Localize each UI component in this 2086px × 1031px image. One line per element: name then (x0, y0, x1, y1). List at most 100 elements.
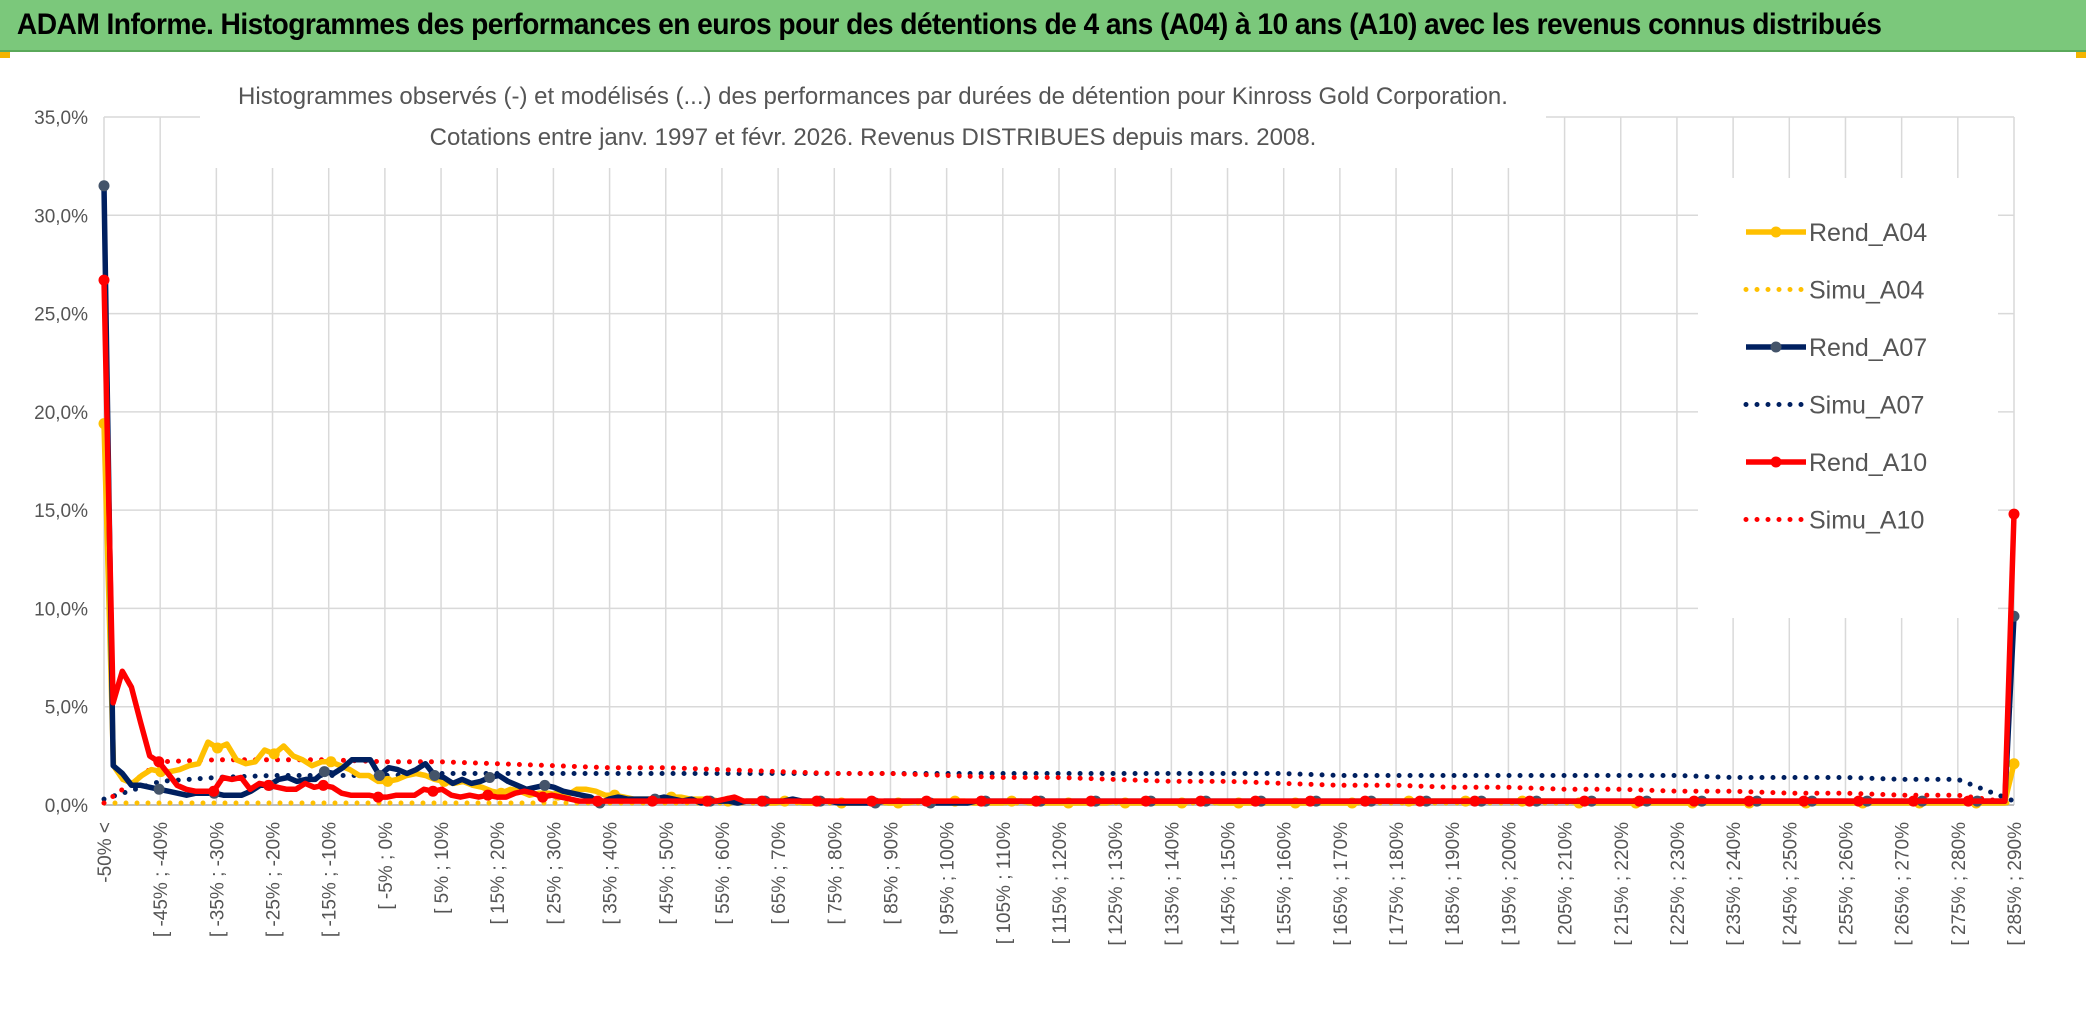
x-tick-label: [ 25% ; 30% (544, 822, 565, 925)
data-point (811, 795, 823, 807)
x-tick-label: [ 265% ; 270% (1893, 822, 1914, 946)
legend-item: Rend_A07 (1746, 334, 1927, 362)
y-tick-label: 0,0% (45, 796, 88, 817)
y-tick-label: 25,0% (34, 305, 88, 326)
data-point (1798, 795, 1810, 807)
data-point (1140, 795, 1152, 807)
chart-title: Histogrammes observés (-) et modélisés (… (238, 83, 1508, 110)
data-point (756, 795, 768, 807)
x-tick-label: [ 125% ; 130% (1106, 822, 1127, 946)
legend-label: Rend_A07 (1809, 334, 1927, 362)
x-tick-label: [ 95% ; 100% (938, 822, 959, 935)
x-axis-ticks: -50% < [ -45% ; -40% [ -35% ; -30% [ -25% ;… (95, 822, 2026, 946)
data-point (1085, 795, 1097, 807)
data-point (429, 770, 441, 782)
data-point (920, 795, 932, 807)
x-tick-label: [ 35% ; 40% (601, 822, 622, 925)
data-point (1962, 795, 1974, 807)
data-point (1688, 795, 1700, 807)
legend-label: Simu_A04 (1809, 277, 1924, 305)
x-tick-label: [ 45% ; 50% (657, 822, 678, 925)
data-point (2008, 758, 2020, 770)
data-point (153, 756, 165, 768)
data-point (1907, 795, 1919, 807)
data-point (427, 785, 439, 797)
data-point (382, 775, 394, 787)
data-point (1578, 795, 1590, 807)
corner-mark (0, 52, 10, 58)
legend-label: Simu_A10 (1809, 507, 1924, 535)
data-point (1030, 795, 1042, 807)
data-point (484, 771, 496, 783)
line-chart: 0,0% 5,0% 10,0% 15,0% 20,0% 25,0% 30,0% 35,0% -… (34, 68, 2026, 946)
report-banner: ADAM Informe. Histogrammes des performan… (0, 0, 2086, 52)
legend-marker (1770, 456, 1782, 468)
x-tick-label: [ -5% ; 0% (376, 822, 397, 910)
y-tick-label: 20,0% (34, 403, 88, 424)
series-layer (98, 180, 2020, 809)
data-point (866, 795, 878, 807)
data-point (537, 791, 549, 803)
data-point (268, 748, 280, 760)
legend-label: Rend_A10 (1809, 449, 1927, 477)
data-point (1633, 795, 1645, 807)
series-line (101, 757, 2017, 806)
data-point (975, 795, 987, 807)
series-simu-a10 (101, 757, 2017, 806)
x-tick-label: [ -25% ; -20% (264, 822, 285, 937)
x-tick-label: [ 165% ; 170% (1331, 822, 1352, 946)
data-point (98, 274, 110, 286)
data-point (591, 795, 603, 807)
data-point (1469, 795, 1481, 807)
data-point (482, 789, 494, 801)
x-tick-label: [ 65% ; 70% (769, 822, 790, 925)
data-point (1304, 795, 1316, 807)
y-tick-label: 5,0% (45, 698, 88, 719)
data-point (372, 791, 384, 803)
x-tick-label: [ 195% ; 200% (1499, 822, 1520, 946)
x-tick-label: -50% < (95, 822, 116, 883)
legend-marker (1770, 226, 1782, 238)
legend: Rend_A04 Simu_A04 Rend_A07 Simu_A07 Rend_A10… (1743, 219, 1927, 535)
x-tick-label: [ 5% ; 10% (432, 822, 453, 914)
data-point (1195, 795, 1207, 807)
data-point (1853, 795, 1865, 807)
x-tick-label: [ -45% ; -40% (151, 822, 172, 937)
chart-subtitle: Cotations entre janv. 1997 et févr. 2026… (430, 124, 1317, 151)
x-tick-label: [ -15% ; -10% (320, 822, 341, 937)
y-tick-label: 35,0% (34, 108, 88, 129)
x-tick-label: [ 215% ; 220% (1612, 822, 1633, 946)
x-tick-label: [ 205% ; 210% (1556, 822, 1577, 946)
y-axis-ticks: 0,0% 5,0% 10,0% 15,0% 20,0% 25,0% 30,0% 35,0% (34, 108, 88, 817)
legend-item: Simu_A07 (1743, 392, 1924, 420)
y-tick-label: 10,0% (34, 599, 88, 620)
data-point (701, 795, 713, 807)
x-tick-label: [ 55% ; 60% (713, 822, 734, 925)
x-tick-label: [ 255% ; 260% (1836, 822, 1857, 946)
legend-marker (1770, 341, 1782, 353)
data-point (318, 766, 330, 778)
x-tick-label: [ 145% ; 150% (1219, 822, 1240, 946)
legend-item: Rend_A10 (1746, 449, 1927, 477)
data-point (317, 779, 329, 791)
x-tick-label: [ 115% ; 120% (1050, 822, 1071, 944)
x-tick-label: [ 185% ; 190% (1443, 822, 1464, 946)
x-tick-label: [ 175% ; 180% (1387, 822, 1408, 946)
data-point (1359, 795, 1371, 807)
corner-mark (2076, 52, 2086, 58)
x-tick-label: [ 235% ; 240% (1724, 822, 1745, 946)
legend-item: Simu_A10 (1743, 507, 1924, 535)
data-point (1249, 795, 1261, 807)
x-tick-label: [ 225% ; 230% (1668, 822, 1689, 946)
data-point (153, 783, 165, 795)
data-point (211, 742, 223, 754)
legend-label: Simu_A07 (1809, 392, 1924, 420)
x-tick-label: [ 85% ; 90% (881, 822, 902, 925)
data-point (98, 180, 110, 192)
x-tick-label: [ 245% ; 250% (1780, 822, 1801, 946)
data-point (2008, 508, 2020, 520)
x-tick-label: [ 285% ; 290% (2005, 822, 2026, 946)
chart-area: 0,0% 5,0% 10,0% 15,0% 20,0% 25,0% 30,0% 35,0% -… (0, 52, 2086, 1031)
report-title: ADAM Informe. Histogrammes des performan… (16, 8, 1882, 41)
data-point (208, 785, 220, 797)
